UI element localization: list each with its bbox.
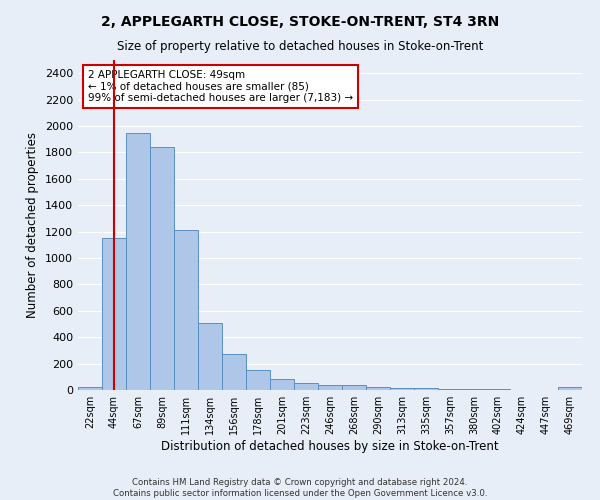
Bar [198, 322, 222, 390]
Bar [222, 354, 246, 390]
Bar [318, 384, 342, 390]
Bar [270, 380, 294, 390]
Text: Contains HM Land Registry data © Crown copyright and database right 2024.
Contai: Contains HM Land Registry data © Crown c… [113, 478, 487, 498]
Y-axis label: Number of detached properties: Number of detached properties [26, 132, 40, 318]
Bar [366, 388, 390, 390]
Bar [294, 384, 318, 390]
Bar [102, 238, 126, 390]
Bar [558, 388, 582, 390]
Bar [390, 388, 414, 390]
X-axis label: Distribution of detached houses by size in Stoke-on-Trent: Distribution of detached houses by size … [161, 440, 499, 453]
Bar [246, 370, 270, 390]
Text: Size of property relative to detached houses in Stoke-on-Trent: Size of property relative to detached ho… [117, 40, 483, 53]
Text: 2 APPLEGARTH CLOSE: 49sqm
← 1% of detached houses are smaller (85)
99% of semi-d: 2 APPLEGARTH CLOSE: 49sqm ← 1% of detach… [88, 70, 353, 103]
Bar [126, 132, 150, 390]
Bar [150, 147, 174, 390]
Bar [342, 386, 366, 390]
Bar [78, 386, 102, 390]
Bar [174, 230, 198, 390]
Bar [438, 389, 462, 390]
Bar [414, 388, 438, 390]
Text: 2, APPLEGARTH CLOSE, STOKE-ON-TRENT, ST4 3RN: 2, APPLEGARTH CLOSE, STOKE-ON-TRENT, ST4… [101, 15, 499, 29]
